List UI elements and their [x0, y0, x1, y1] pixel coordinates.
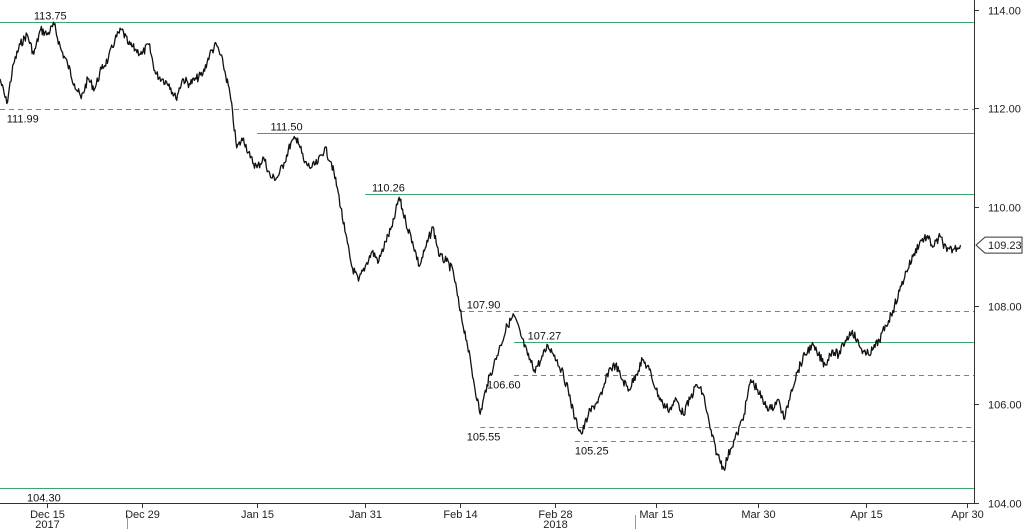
y-tick-label-3: 110.00	[988, 203, 1021, 215]
x-tick-label-0: Dec 15	[30, 509, 65, 521]
x-tick-label-6: Mar 15	[639, 509, 673, 521]
year-label-1: 2018	[543, 519, 567, 529]
level-label-5: 107.27	[528, 331, 562, 343]
y-tick-label-2: 108.00	[988, 302, 1022, 314]
level-label-6: 106.60	[487, 380, 521, 392]
x-tick-label-5: Feb 28	[538, 509, 572, 521]
last-value-tag	[975, 236, 1023, 254]
level-label-9: 104.30	[27, 493, 61, 505]
year-label-0: 2017	[35, 519, 59, 529]
y-tick-label-0: 104.00	[988, 499, 1022, 511]
price-series	[0, 21, 962, 471]
y-tick-label-4: 112.00	[988, 104, 1021, 116]
x-tick-label-3: Jan 31	[349, 509, 382, 521]
last-value-label: 109.23	[988, 240, 1022, 252]
x-tick-label-8: Apr 15	[850, 509, 882, 521]
price-line	[0, 21, 962, 471]
price-level-labels: 113.75 111.99 111.50 110.26 107.90 107.27 106.…	[7, 11, 609, 505]
x-tick-label-7: Mar 30	[741, 509, 775, 521]
y-axis: 104.00 106.00 108.00 110.00 112.00 114.00	[974, 6, 1022, 511]
level-label-0: 113.75	[34, 11, 67, 23]
level-label-4: 107.90	[467, 300, 501, 312]
level-label-2: 111.50	[271, 122, 303, 134]
y-tick-label-5: 114.00	[988, 6, 1021, 18]
y-tick-label-1: 106.00	[988, 400, 1022, 412]
price-levels	[0, 22, 974, 489]
x-tick-label-9: Apr 30	[951, 509, 983, 521]
level-label-3: 110.26	[372, 183, 405, 195]
last-value-marker: 109.23	[975, 236, 1023, 254]
level-label-1: 111.99	[7, 114, 39, 126]
x-tick-label-2: Jan 15	[241, 509, 274, 521]
level-label-8: 105.25	[575, 446, 609, 458]
x-tick-label-1: Dec 29	[125, 509, 160, 521]
x-axis: Dec 15 Dec 29 Jan 15 Jan 31 Feb 14 Feb 28 Mar …	[30, 503, 984, 529]
level-label-7: 105.55	[467, 432, 501, 444]
x-tick-label-4: Feb 14	[443, 509, 477, 521]
